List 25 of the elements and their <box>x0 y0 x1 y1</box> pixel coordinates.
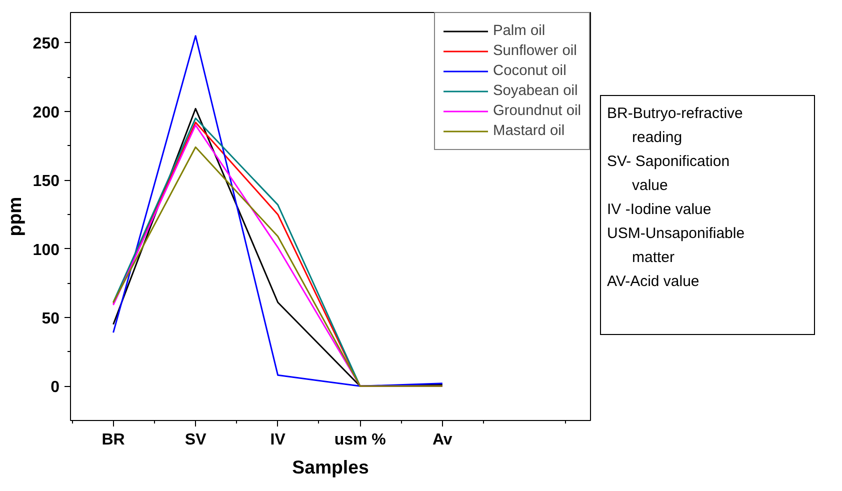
text: USM-Unsaponifiable matter <box>607 225 745 266</box>
x-tick-label: Av <box>432 432 452 448</box>
y-axis-title: ppm <box>4 196 25 236</box>
legend-label: Coconut oil <box>493 62 566 80</box>
y-tick-label: 200 <box>32 104 60 122</box>
x-tick-label: IV <box>270 432 286 448</box>
legend-label: Groundnut oil <box>493 102 581 120</box>
y-tick-label: 50 <box>42 310 60 328</box>
legend-label: Soyabean oil <box>493 82 578 100</box>
x-tick-label: BR <box>102 432 126 448</box>
legend-label: Mastard oil <box>493 122 565 140</box>
text: IV -Iodine value <box>607 201 712 218</box>
x-tick-label: SV <box>184 432 207 448</box>
line-series <box>112 35 444 387</box>
legend-label: Sunflower oil <box>493 42 577 60</box>
text: BR-Butryo-refractive reading <box>607 105 743 146</box>
x-tick-label: usm % <box>334 432 386 448</box>
x-axis-title: Samples <box>292 456 369 478</box>
y-tick-label: 100 <box>32 242 60 259</box>
text: AV-Acid value <box>607 273 700 290</box>
y-tick-label: 0 <box>50 379 60 396</box>
legend-label: Palm oil <box>493 22 546 40</box>
text: SV- Saponification value <box>607 153 730 194</box>
y-tick-label: 150 <box>32 173 60 190</box>
y-tick-label: 250 <box>32 36 60 53</box>
